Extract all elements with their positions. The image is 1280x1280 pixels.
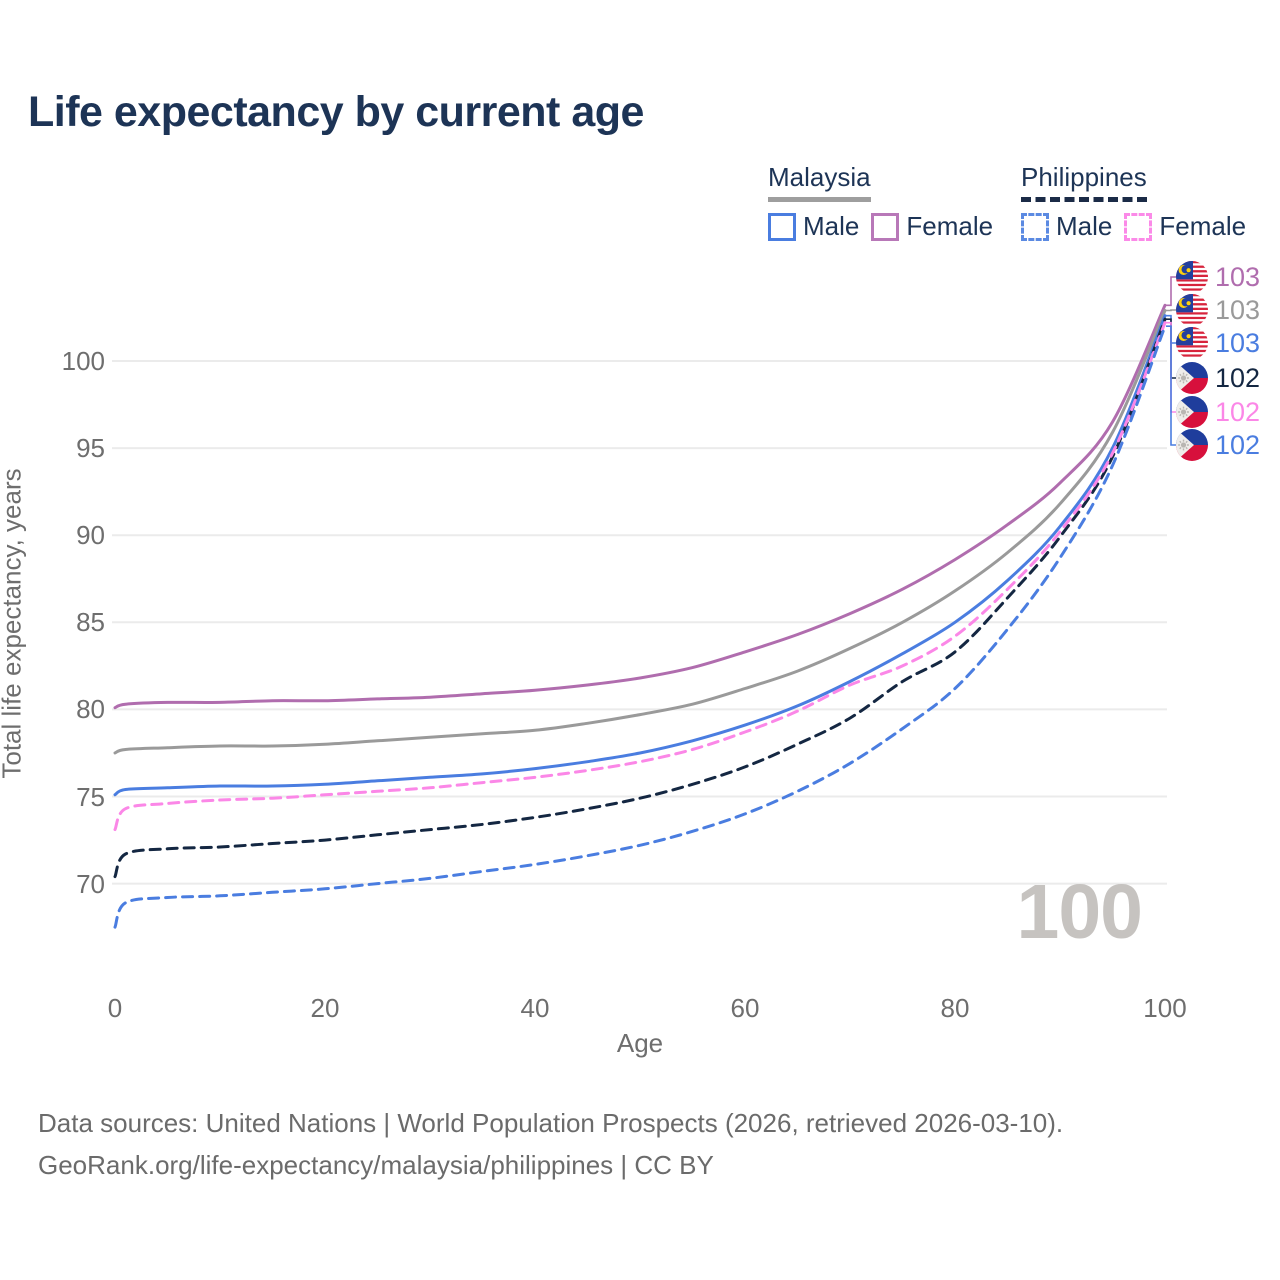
y-tick-label-80: 80 bbox=[76, 694, 105, 725]
y-tick-label-75: 75 bbox=[76, 781, 105, 812]
series-line-philippines-both bbox=[113, 317, 1167, 879]
series-line-malaysia-male bbox=[113, 314, 1167, 797]
end-label-connector bbox=[1166, 309, 1176, 312]
y-tick-label-95: 95 bbox=[76, 433, 105, 464]
y-axis-title: Total life expectancy, years bbox=[0, 468, 27, 779]
malaysia-male-swatch-icon bbox=[768, 212, 796, 241]
end-label-connector bbox=[1166, 276, 1176, 307]
end-label-connector bbox=[1166, 325, 1176, 446]
philippines-female-swatch-icon bbox=[1124, 212, 1153, 241]
y-tick-label-100: 100 bbox=[61, 346, 105, 376]
end-row-philippines-male: 102 bbox=[1176, 428, 1260, 462]
legend-malaysia-name: Malaysia bbox=[768, 162, 871, 202]
philippines-flag-icon bbox=[1176, 396, 1208, 428]
philippines-flag-icon bbox=[1176, 362, 1208, 394]
x-tick-label-0: 0 bbox=[107, 993, 123, 1023]
end-row-philippines-both: 102 bbox=[1176, 361, 1260, 395]
x-axis-title: Age bbox=[616, 1028, 664, 1058]
series-line-malaysia-both bbox=[113, 309, 1167, 755]
y-tick-label-70: 70 bbox=[76, 868, 105, 899]
malaysia-flag-icon bbox=[1176, 327, 1208, 359]
x-tick-label-100: 100 bbox=[1143, 993, 1187, 1023]
malaysia-female-swatch-icon bbox=[871, 212, 900, 241]
malaysia-flag-icon bbox=[1176, 261, 1208, 293]
philippines-male-swatch-icon bbox=[1021, 212, 1049, 241]
legend-label: Male bbox=[803, 211, 860, 241]
malaysia-flag-icon bbox=[1176, 294, 1208, 326]
end-value-label: 102 bbox=[1215, 396, 1261, 427]
x-tick-label-60: 60 bbox=[730, 993, 760, 1023]
series-line-malaysia-female bbox=[113, 303, 1167, 710]
page-title: Life expectancy by current age bbox=[28, 88, 644, 136]
end-row-malaysia-both: 103 bbox=[1176, 293, 1260, 327]
x-tick-label-20: 20 bbox=[310, 993, 340, 1023]
end-row-philippines-female: 102 bbox=[1176, 395, 1260, 429]
legend-group-malaysia: Malaysia Male Female bbox=[768, 162, 993, 242]
x-tick-label-40: 40 bbox=[520, 993, 550, 1023]
series-line-philippines-male bbox=[113, 324, 1167, 929]
y-tick-label-85: 85 bbox=[76, 607, 105, 638]
legend-item-philippines-female: Female bbox=[1124, 211, 1246, 242]
end-value-label: 102 bbox=[1215, 429, 1261, 460]
end-value-label: 102 bbox=[1215, 362, 1261, 393]
legend-item-malaysia-female: Female bbox=[871, 211, 993, 242]
legend-group-philippines: Philippines Male Female bbox=[1021, 162, 1246, 242]
y-tick-label-90: 90 bbox=[76, 520, 105, 551]
series-line-philippines-female bbox=[113, 321, 1167, 832]
philippines-flag-icon bbox=[1176, 429, 1208, 461]
legend-item-malaysia-male: Male bbox=[768, 211, 859, 242]
end-value-label: 103 bbox=[1215, 327, 1261, 358]
legend-label: Female bbox=[906, 211, 994, 241]
legend-label: Female bbox=[1159, 211, 1247, 241]
x-tick-label-80: 80 bbox=[940, 993, 970, 1023]
watermark-100: 100 bbox=[1016, 869, 1143, 955]
attribution-text: GeoRank.org/life-expectancy/malaysia/phi… bbox=[38, 1150, 714, 1180]
end-row-malaysia-female: 103 bbox=[1176, 260, 1260, 294]
legend-item-philippines-male: Male bbox=[1021, 211, 1112, 242]
data-sources-text: Data sources: United Nations | World Pop… bbox=[38, 1108, 1064, 1138]
end-value-label: 103 bbox=[1215, 294, 1261, 325]
legend-philippines-name: Philippines bbox=[1021, 162, 1147, 202]
end-value-label: 103 bbox=[1215, 261, 1261, 292]
legend-label: Male bbox=[1056, 211, 1113, 241]
end-row-malaysia-male: 103 bbox=[1176, 326, 1260, 360]
